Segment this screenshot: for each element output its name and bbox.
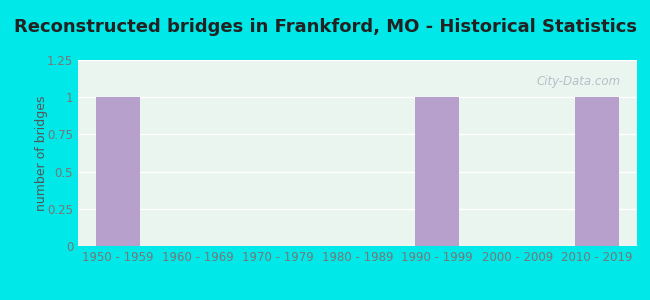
Text: Reconstructed bridges in Frankford, MO - Historical Statistics: Reconstructed bridges in Frankford, MO -… [14, 18, 636, 36]
Text: City-Data.com: City-Data.com [536, 75, 620, 88]
Y-axis label: number of bridges: number of bridges [35, 95, 48, 211]
Bar [575, 97, 619, 246]
Bar [96, 97, 140, 246]
Bar [415, 97, 460, 246]
